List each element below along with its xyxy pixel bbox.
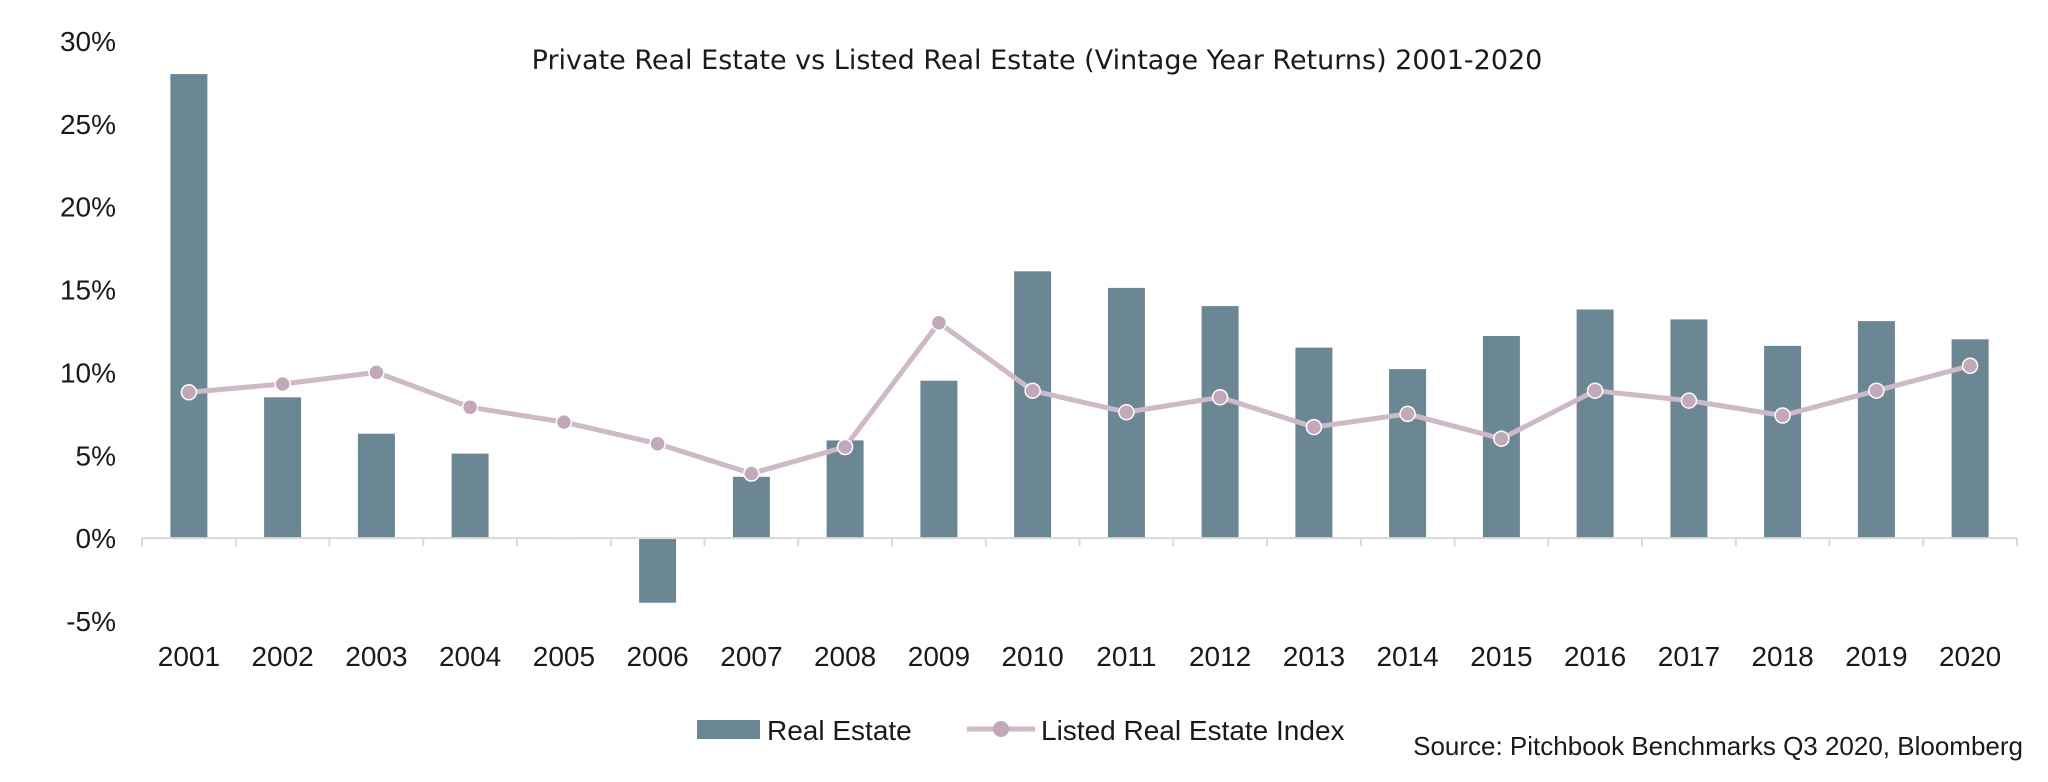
legend-swatch-real-estate: [697, 720, 760, 739]
line-series-listed-real-estate-index: [180, 314, 1979, 482]
point-listed-real-estate-index: [1399, 405, 1416, 423]
x-tick-label: 2003: [345, 641, 407, 672]
y-axis: 30% 25% 20% 15% 10% 5% 0% -5%: [60, 26, 116, 637]
y-tick-label: -5%: [66, 606, 116, 637]
x-tick-label: 2009: [908, 641, 970, 672]
y-tick-label: 25%: [60, 109, 116, 140]
point-listed-real-estate-index: [555, 413, 573, 431]
bar-series-real-estate: [170, 74, 1989, 603]
bar-real-estate: [170, 74, 208, 539]
x-tick-label: 2008: [814, 641, 876, 672]
bar-real-estate: [357, 433, 395, 539]
point-listed-real-estate-index: [461, 398, 479, 416]
bar-real-estate: [1857, 321, 1895, 539]
y-tick-label: 30%: [60, 26, 116, 57]
source-note: Source: Pitchbook Benchmarks Q3 2020, Bl…: [1413, 731, 2023, 761]
point-listed-real-estate-index: [743, 465, 760, 482]
bar-real-estate: [920, 380, 958, 539]
legend-marker-listed-real-estate-index: [993, 721, 1009, 737]
point-listed-real-estate-index: [649, 435, 666, 452]
y-tick-label: 0%: [76, 523, 116, 554]
x-tick-label: 2006: [626, 641, 688, 672]
bar-real-estate: [1014, 271, 1052, 539]
point-listed-real-estate-index: [1868, 382, 1885, 399]
y-tick-label: 15%: [60, 275, 116, 306]
point-listed-real-estate-index: [274, 375, 291, 393]
point-listed-real-estate-index: [1774, 407, 1791, 424]
chart-title: Private Real Estate vs Listed Real Estat…: [532, 45, 1543, 76]
x-axis: 2001 2002 2003 2004 2005 2006 2007 2008 2009 2010…: [141, 537, 2018, 672]
y-tick-label: 10%: [60, 357, 116, 388]
x-tick-label: 2018: [1751, 641, 1813, 672]
bar-real-estate: [1670, 319, 1708, 539]
y-tick-label: 5%: [76, 440, 116, 471]
point-listed-real-estate-index: [1118, 403, 1135, 421]
x-tick-label: 2013: [1283, 641, 1345, 672]
bar-real-estate: [451, 453, 489, 539]
line-listed-real-estate-index: [186, 320, 1973, 476]
x-tick-label: 2017: [1658, 641, 1720, 672]
x-tick-label: 2001: [158, 641, 220, 672]
point-listed-real-estate-index: [930, 314, 948, 331]
legend-label-listed-real-estate-index: Listed Real Estate Index: [1041, 715, 1345, 746]
legend-label-real-estate: Real Estate: [767, 715, 912, 746]
x-tick-label: 2019: [1845, 641, 1907, 672]
bar-real-estate: [1764, 345, 1802, 539]
point-listed-real-estate-index: [1305, 418, 1323, 436]
x-tick-label: 2011: [1096, 641, 1156, 672]
point-listed-real-estate-index: [1211, 389, 1229, 406]
point-listed-real-estate-index: [1493, 430, 1510, 447]
x-tick-label: 2005: [533, 641, 595, 672]
x-tick-label: 2014: [1376, 641, 1438, 672]
x-tick-label: 2004: [439, 641, 501, 672]
bar-real-estate: [1201, 306, 1239, 539]
y-tick-label: 20%: [60, 192, 116, 223]
x-tick-label: 2002: [251, 641, 313, 672]
point-listed-real-estate-index: [368, 364, 385, 381]
point-listed-real-estate-index: [1961, 357, 1979, 375]
bar-real-estate: [1576, 309, 1614, 539]
bar-real-estate: [1389, 369, 1427, 539]
point-listed-real-estate-index: [180, 384, 198, 401]
bar-real-estate: [1295, 347, 1333, 539]
point-listed-real-estate-index: [836, 438, 854, 456]
x-tick-label: 2020: [1939, 641, 2001, 672]
bar-real-estate: [732, 476, 770, 539]
legend: Real Estate Listed Real Estate Index: [697, 715, 1345, 746]
bar-real-estate: [639, 538, 677, 603]
point-listed-real-estate-index: [1586, 382, 1604, 399]
bar-real-estate: [264, 397, 302, 539]
x-tick-label: 2012: [1189, 641, 1251, 672]
bar-real-estate: [826, 440, 864, 539]
x-tick-label: 2010: [1001, 641, 1063, 672]
point-listed-real-estate-index: [1680, 392, 1698, 409]
x-tick-label: 2016: [1564, 641, 1626, 672]
x-tick-label: 2007: [720, 641, 782, 672]
point-listed-real-estate-index: [1024, 382, 1041, 399]
x-tick-label: 2015: [1470, 641, 1532, 672]
